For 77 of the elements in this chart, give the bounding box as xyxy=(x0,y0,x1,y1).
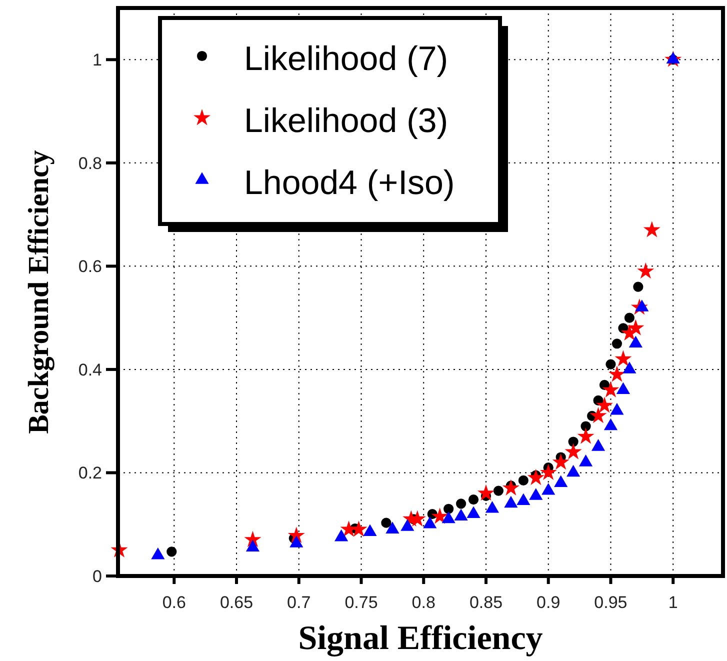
y-tick-label: 0 xyxy=(92,567,102,586)
point xyxy=(604,418,618,430)
point xyxy=(635,300,649,312)
point xyxy=(363,524,377,536)
point xyxy=(568,436,578,447)
point xyxy=(624,312,634,323)
point xyxy=(381,518,392,528)
point xyxy=(590,406,607,424)
point xyxy=(502,479,520,496)
point xyxy=(442,511,456,524)
point xyxy=(643,221,660,238)
point xyxy=(151,547,165,560)
point xyxy=(577,428,594,444)
point xyxy=(564,443,582,460)
point xyxy=(627,319,644,336)
x-tick-label: 0.8 xyxy=(412,593,436,612)
point xyxy=(477,484,495,501)
point xyxy=(468,494,479,505)
point xyxy=(591,439,606,451)
y-tick-label: 0.6 xyxy=(78,257,102,276)
y-tick-label: 0.8 xyxy=(78,154,102,173)
point xyxy=(606,359,616,370)
point xyxy=(540,464,557,480)
point xyxy=(527,468,544,486)
x-tick-label: 1 xyxy=(668,593,678,612)
point xyxy=(602,381,620,398)
x-tick-label: 0.7 xyxy=(287,593,311,612)
y-tick-label: 1 xyxy=(92,50,102,70)
x-tick-label: 0.95 xyxy=(594,593,628,612)
x-tick-label: 0.75 xyxy=(344,593,378,612)
point xyxy=(529,488,543,500)
x-tick-label: 0.9 xyxy=(536,593,560,612)
x-tick-label: 0.85 xyxy=(469,593,503,612)
point xyxy=(423,516,437,528)
point xyxy=(386,522,400,534)
x-tick-label: 0.65 xyxy=(220,593,254,612)
point xyxy=(578,454,593,466)
point xyxy=(666,52,680,64)
y-axis-title: Background Efficiency xyxy=(23,150,55,434)
point xyxy=(504,496,518,508)
legend-label: Likelihood (7) xyxy=(244,40,448,78)
point xyxy=(622,362,636,374)
point xyxy=(493,486,504,496)
point xyxy=(246,540,260,552)
point xyxy=(552,453,570,470)
point xyxy=(466,506,480,518)
point xyxy=(290,536,304,548)
point xyxy=(616,382,630,394)
legend-label: Lhood4 (+Iso) xyxy=(244,164,455,202)
point xyxy=(610,402,624,415)
point xyxy=(456,498,466,509)
point xyxy=(431,508,448,524)
x-tick-label: 0.6 xyxy=(162,593,186,612)
x-axis-title: Signal Efficiency xyxy=(298,620,543,657)
point xyxy=(637,262,654,279)
point xyxy=(612,338,622,349)
point xyxy=(614,350,632,366)
point xyxy=(608,366,626,382)
y-tick-label: 0.4 xyxy=(78,360,102,380)
legend-label: Likelihood (3) xyxy=(244,102,448,140)
y-tick-label: 0.2 xyxy=(78,464,102,483)
point xyxy=(408,510,426,526)
point xyxy=(334,529,348,542)
point xyxy=(518,475,528,486)
point xyxy=(516,493,530,506)
point xyxy=(444,504,454,514)
point xyxy=(542,482,556,495)
point xyxy=(485,501,500,513)
point xyxy=(633,282,644,292)
point xyxy=(554,475,568,487)
point xyxy=(596,396,614,413)
point xyxy=(566,464,580,477)
point xyxy=(166,546,177,557)
point xyxy=(580,421,591,432)
point xyxy=(628,336,642,348)
point xyxy=(454,508,468,521)
point xyxy=(350,520,368,537)
